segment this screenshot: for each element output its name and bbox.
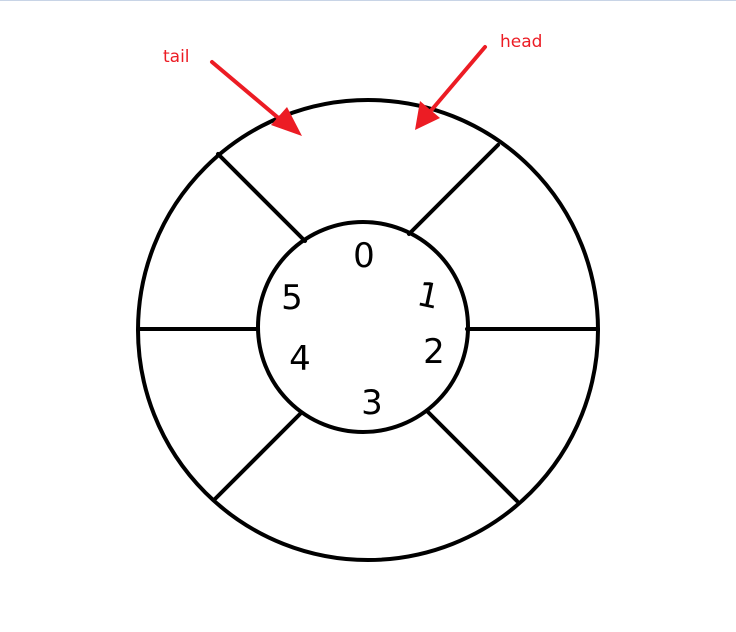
tail-arrow (210, 60, 302, 136)
slot-3: 3 (361, 383, 383, 423)
slot-labels: 0 1 2 3 4 5 (281, 236, 445, 423)
divider-0-1 (407, 143, 500, 236)
slot-0: 0 (353, 236, 375, 276)
head-arrow (415, 45, 487, 130)
slot-5: 5 (281, 278, 303, 318)
head-label: head (500, 32, 542, 52)
slot-dividers (137, 143, 600, 503)
top-border (0, 0, 736, 1)
slot-4: 4 (289, 339, 311, 379)
slot-1: 1 (413, 274, 442, 318)
slot-2: 2 (423, 332, 445, 372)
tail-label: tail (163, 47, 190, 67)
divider-3-4 (213, 411, 303, 501)
divider-2-3 (425, 409, 519, 503)
divider-5-0 (216, 152, 307, 243)
